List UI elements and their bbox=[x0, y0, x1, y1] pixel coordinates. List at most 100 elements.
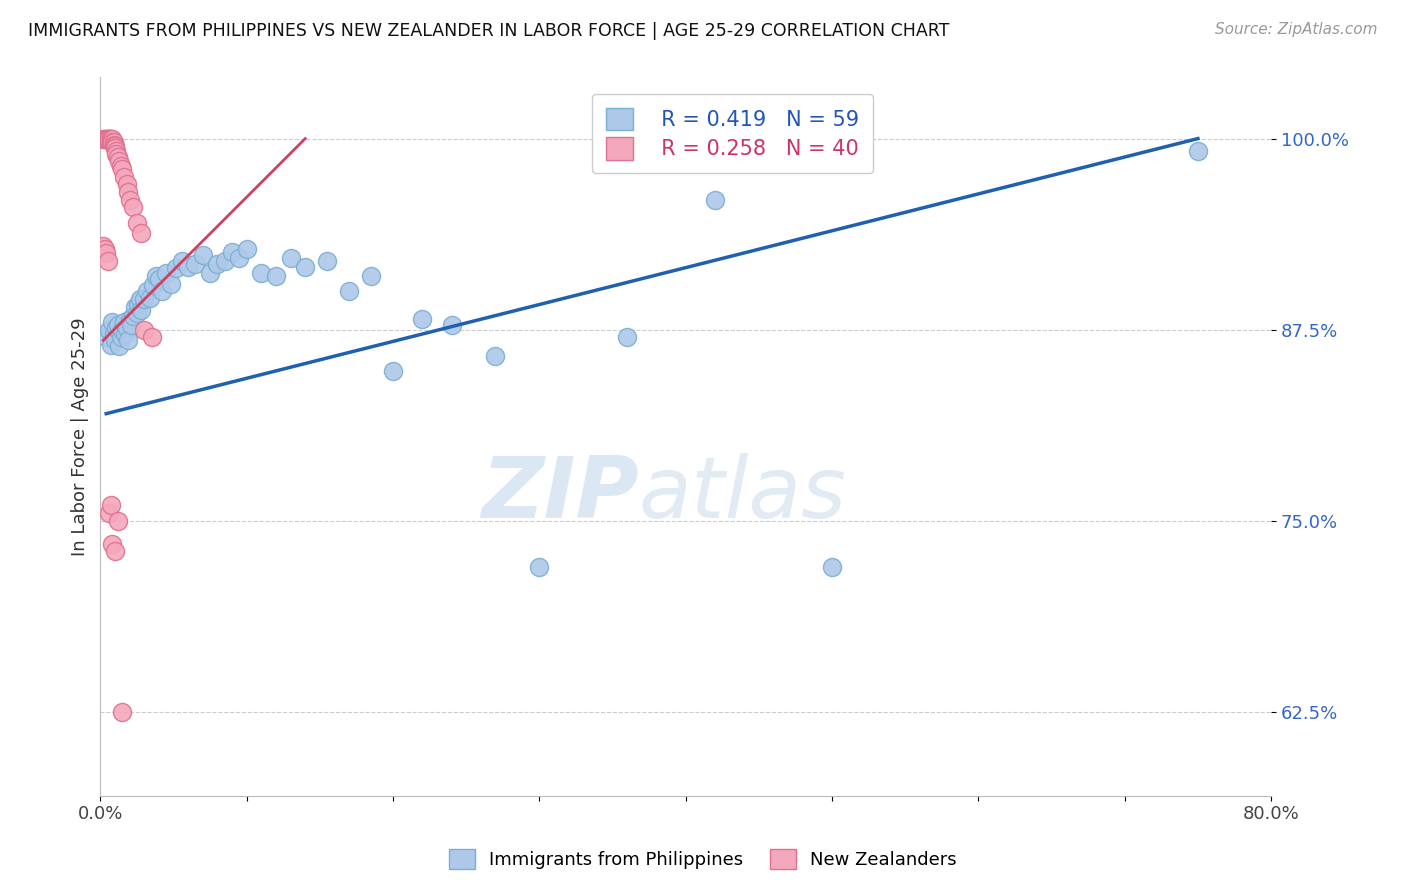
Point bbox=[177, 260, 200, 274]
Point bbox=[134, 292, 156, 306]
Point bbox=[105, 321, 128, 335]
Point bbox=[117, 185, 139, 199]
Point bbox=[136, 285, 159, 299]
Point bbox=[121, 309, 143, 323]
Point bbox=[1187, 144, 1209, 158]
Point bbox=[100, 338, 122, 352]
Point bbox=[150, 285, 173, 299]
Point bbox=[100, 131, 122, 145]
Point bbox=[121, 200, 143, 214]
Point bbox=[111, 323, 134, 337]
Point bbox=[184, 257, 207, 271]
Legend: Immigrants from Philippines, New Zealanders: Immigrants from Philippines, New Zealand… bbox=[440, 839, 966, 879]
Point bbox=[110, 159, 132, 173]
Point bbox=[91, 131, 114, 145]
Point bbox=[264, 269, 287, 284]
Point bbox=[221, 244, 243, 259]
Point bbox=[107, 318, 129, 332]
Point bbox=[128, 292, 150, 306]
Text: ZIP: ZIP bbox=[481, 452, 638, 535]
Point bbox=[529, 559, 551, 574]
Point bbox=[98, 506, 121, 520]
Point bbox=[118, 312, 141, 326]
Point bbox=[103, 137, 125, 152]
Point bbox=[280, 251, 302, 265]
Point bbox=[100, 499, 122, 513]
Point bbox=[96, 131, 118, 145]
Point bbox=[120, 318, 142, 332]
Point bbox=[97, 253, 120, 268]
Point bbox=[107, 150, 129, 164]
Text: IMMIGRANTS FROM PHILIPPINES VS NEW ZEALANDER IN LABOR FORCE | AGE 25-29 CORRELAT: IMMIGRANTS FROM PHILIPPINES VS NEW ZEALA… bbox=[28, 22, 949, 40]
Point bbox=[101, 131, 124, 145]
Point bbox=[440, 318, 463, 332]
Point bbox=[97, 131, 120, 145]
Point bbox=[616, 330, 638, 344]
Point bbox=[117, 334, 139, 348]
Point bbox=[104, 139, 127, 153]
Point bbox=[111, 162, 134, 177]
Point bbox=[294, 260, 316, 274]
Point bbox=[125, 306, 148, 320]
Point bbox=[228, 251, 250, 265]
Point bbox=[165, 261, 187, 276]
Point bbox=[110, 330, 132, 344]
Point bbox=[115, 321, 138, 335]
Point bbox=[96, 330, 118, 344]
Point bbox=[411, 312, 433, 326]
Point bbox=[127, 296, 149, 310]
Point bbox=[484, 349, 506, 363]
Point bbox=[114, 327, 136, 342]
Point bbox=[103, 135, 125, 149]
Point bbox=[104, 141, 127, 155]
Point bbox=[96, 246, 118, 260]
Text: Source: ZipAtlas.com: Source: ZipAtlas.com bbox=[1215, 22, 1378, 37]
Point bbox=[101, 135, 124, 149]
Point bbox=[101, 315, 124, 329]
Point bbox=[214, 253, 236, 268]
Point bbox=[103, 327, 125, 342]
Point bbox=[142, 278, 165, 293]
Point bbox=[131, 302, 153, 317]
Text: atlas: atlas bbox=[638, 452, 846, 535]
Point bbox=[98, 323, 121, 337]
Point bbox=[104, 544, 127, 558]
Point bbox=[382, 364, 405, 378]
Point bbox=[105, 144, 128, 158]
Point bbox=[360, 269, 382, 284]
Point bbox=[108, 339, 131, 353]
Point bbox=[198, 266, 221, 280]
Point bbox=[131, 227, 153, 241]
Point bbox=[97, 131, 120, 145]
Point bbox=[134, 323, 156, 337]
Point bbox=[235, 242, 257, 256]
Point bbox=[98, 131, 121, 145]
Y-axis label: In Labor Force | Age 25-29: In Labor Force | Age 25-29 bbox=[72, 318, 89, 556]
Point bbox=[172, 253, 194, 268]
Point bbox=[112, 169, 135, 184]
Point bbox=[145, 269, 167, 284]
Point bbox=[148, 272, 170, 286]
Point bbox=[191, 248, 214, 262]
Point bbox=[125, 216, 148, 230]
Point bbox=[250, 266, 273, 280]
Point bbox=[105, 146, 128, 161]
Point bbox=[139, 291, 162, 305]
Point bbox=[316, 253, 339, 268]
Point bbox=[207, 257, 229, 271]
Point bbox=[104, 334, 127, 348]
Point bbox=[101, 536, 124, 550]
Point bbox=[93, 131, 115, 145]
Point bbox=[108, 154, 131, 169]
Point bbox=[159, 277, 181, 291]
Point bbox=[98, 131, 121, 145]
Point bbox=[111, 705, 134, 719]
Point bbox=[118, 193, 141, 207]
Point bbox=[141, 330, 163, 344]
Point bbox=[112, 315, 135, 329]
Point bbox=[155, 266, 177, 280]
Point bbox=[124, 300, 146, 314]
Point bbox=[100, 131, 122, 145]
Point bbox=[704, 193, 727, 207]
Point bbox=[115, 178, 138, 192]
